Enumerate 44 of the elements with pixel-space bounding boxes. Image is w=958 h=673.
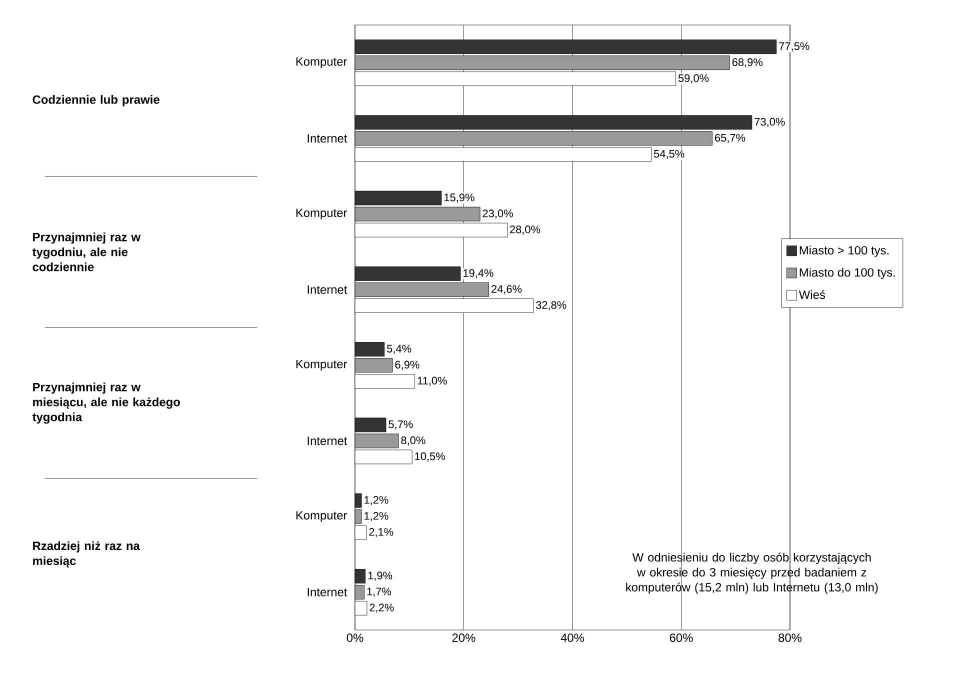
y-tick-label: Internet xyxy=(308,286,348,294)
x-tick-label: 40% xyxy=(560,634,584,642)
y-tick-label: Internet xyxy=(308,134,348,143)
data-label: 32,8% xyxy=(536,301,566,310)
data-label: 54,5% xyxy=(654,150,684,159)
data-label: 19,4% xyxy=(464,269,494,278)
data-label: 68,9% xyxy=(732,58,763,68)
legend-label: Miasto do 100 tys. xyxy=(800,268,895,280)
data-label: 5,7% xyxy=(388,420,413,430)
data-label: 1,9% xyxy=(368,572,392,581)
data-label: 2,2% xyxy=(370,604,394,613)
text: Przynajmniej raz w miesiącu, ale nie każdego tygodnia xyxy=(32,382,180,424)
data-label: 5,4% xyxy=(387,344,412,354)
legend-label: Miasto > 100 tys. xyxy=(800,246,888,257)
x-tick-label: 20% xyxy=(452,634,476,642)
y-tick-label: Komputer xyxy=(296,57,348,68)
x-tick-label: 60% xyxy=(670,634,693,642)
data-label: 1,2% xyxy=(364,512,388,522)
data-label: 77,5% xyxy=(779,42,810,52)
data-label: 65,7% xyxy=(715,134,746,143)
legend-label: Wieś xyxy=(798,290,826,299)
y-tick-label: Komputer xyxy=(296,360,348,371)
data-label: 2,1% xyxy=(369,528,394,538)
data-label: 28,0% xyxy=(510,226,540,235)
y-tick-label: Komputer xyxy=(296,208,348,220)
data-label: 59,0% xyxy=(678,74,709,84)
text: Codziennie lub prawie xyxy=(32,95,160,106)
x-tick-label: 0% xyxy=(346,634,364,642)
data-label: 73,0% xyxy=(754,118,785,127)
y-tick-label: Internet xyxy=(308,436,348,446)
data-label: 11,0% xyxy=(418,376,447,386)
x-tick-label: 80% xyxy=(778,634,802,642)
data-label: 23,0% xyxy=(482,210,513,219)
text: Przynajmniej raz w tygodniu, ale nie codziennie xyxy=(32,232,141,272)
data-label: 6,9% xyxy=(395,360,420,370)
data-label: 1,7% xyxy=(367,588,392,597)
data-label: 24,6% xyxy=(492,285,522,294)
data-label: 15,9% xyxy=(444,194,474,203)
text: Rzadziej niż raz na miesiąc xyxy=(33,541,140,568)
data-label: 8,0% xyxy=(401,436,426,446)
y-tick-label: Komputer xyxy=(296,511,348,522)
y-tick-label: Internet xyxy=(308,588,348,596)
data-label: 10,5% xyxy=(415,452,445,462)
data-label: 1,2% xyxy=(364,496,388,506)
